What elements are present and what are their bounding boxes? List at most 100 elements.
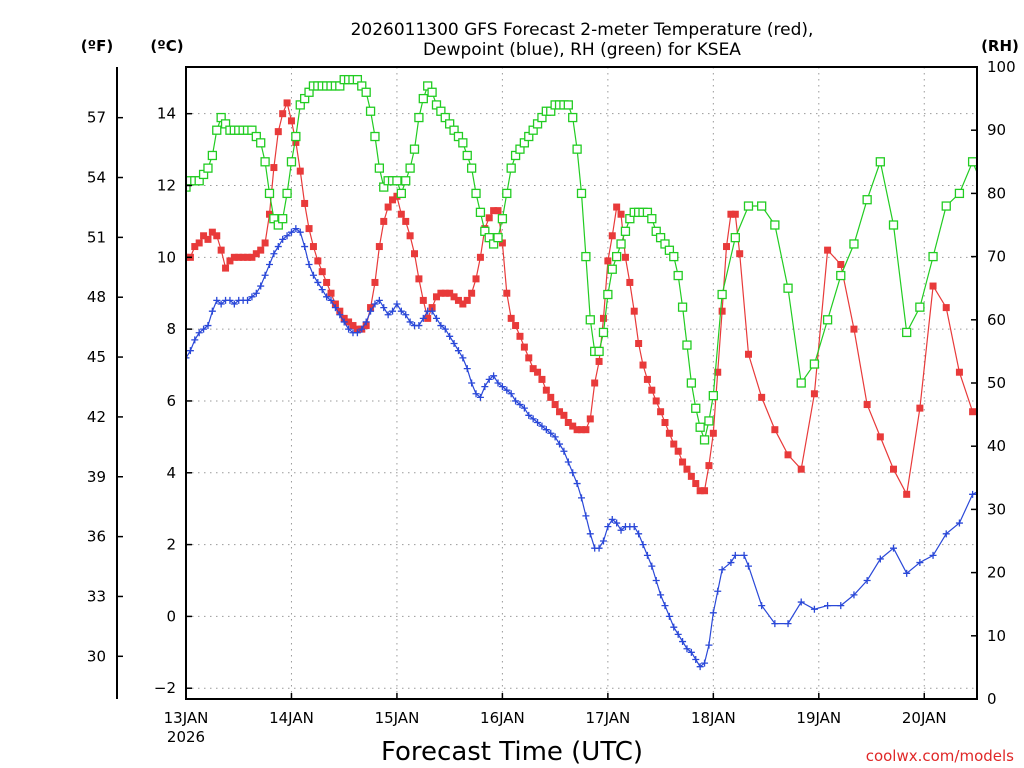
dewpoint-point <box>683 645 691 653</box>
rh-point <box>212 125 222 135</box>
dewpoint-point <box>450 340 458 347</box>
rh-point <box>849 239 859 249</box>
dewpoint-point <box>358 325 366 333</box>
dewpoint-point <box>714 587 722 595</box>
dewpoint-point <box>279 235 287 243</box>
dewpoint-point <box>345 325 353 333</box>
2-meter-temperature-point <box>512 322 520 330</box>
dewpoint-point <box>810 605 818 613</box>
rh-point <box>493 232 503 243</box>
2-meter-temperature-point <box>454 296 462 304</box>
rh-point <box>603 289 613 300</box>
2-meter-temperature-point <box>679 458 687 466</box>
2-meter-temperature-point <box>578 426 585 434</box>
2-meter-temperature-point <box>432 293 440 301</box>
2-meter-temperature-point <box>863 401 871 409</box>
dewpoint-point <box>244 296 252 304</box>
rh-point <box>699 435 710 445</box>
rh-point <box>186 182 191 192</box>
2-meter-temperature-point <box>222 264 230 272</box>
dewpoint-point <box>740 551 748 559</box>
dewpoint-point <box>296 228 304 236</box>
x-tick-sublabel: 2026 <box>167 728 205 746</box>
celsius-tick-label: 14 <box>157 105 176 123</box>
x-tick-label: 20JAN <box>902 709 947 727</box>
rh-point <box>374 163 385 173</box>
2-meter-temperature-point <box>498 239 506 247</box>
dewpoint-point <box>538 422 546 430</box>
2-meter-temperature-point <box>876 433 884 441</box>
dewpoint-point <box>529 415 537 423</box>
2-meter-temperature-point <box>582 426 590 434</box>
2-meter-temperature-point <box>507 314 515 322</box>
rh-point <box>264 188 275 199</box>
2-meter-temperature-point <box>323 278 331 286</box>
rh-point <box>598 327 609 338</box>
2-meter-temperature-point <box>657 408 665 416</box>
dewpoint-point <box>485 375 493 383</box>
rh-point <box>572 144 582 154</box>
dewpoint-point <box>863 577 871 584</box>
rh-point <box>695 422 705 432</box>
rh-point <box>809 359 820 369</box>
dewpoint-point <box>353 329 361 337</box>
dewpoint-point <box>213 296 221 304</box>
gridlines <box>186 67 977 699</box>
2-meter-temperature-point <box>217 246 225 254</box>
dewpoint-point <box>494 379 502 387</box>
dewpoint-point <box>850 591 858 599</box>
dewpoint-point <box>582 512 590 520</box>
2-meter-temperature-point <box>389 196 397 204</box>
rh-point <box>563 100 573 110</box>
fahrenheit-tick-label: 36 <box>87 528 106 546</box>
2-meter-temperature-point <box>296 167 304 175</box>
dewpoint-point <box>498 383 506 391</box>
rh-tick-label: 0 <box>987 690 997 708</box>
2-meter-temperature-point <box>468 289 476 297</box>
2-meter-temperature-point <box>213 232 221 240</box>
dewpoint-point <box>586 530 594 538</box>
2-meter-temperature-point <box>969 408 977 416</box>
dewpoint-point <box>200 325 208 333</box>
dewpoint-point <box>942 530 950 538</box>
2-meter-temperature-point <box>648 386 656 394</box>
2-meter-temperature-point <box>608 232 616 240</box>
rh-point <box>497 214 508 224</box>
2-meter-temperature-point <box>723 243 731 251</box>
rh-point <box>770 220 780 230</box>
celsius-axis-unit: (ºC) <box>150 37 183 55</box>
2-meter-temperature-point <box>441 289 449 297</box>
2-meter-temperature-point <box>437 289 445 297</box>
2-meter-temperature-point <box>279 110 287 118</box>
2-meter-temperature-point <box>476 253 484 261</box>
2-meter-temperature-point <box>305 225 313 233</box>
dewpoint-point <box>323 293 331 301</box>
rh-point <box>757 201 767 211</box>
rh-point <box>686 378 697 388</box>
rh-tick-label: 70 <box>987 248 1006 266</box>
rh-axis-unit: (RH) <box>981 37 1019 55</box>
celsius-tick-label: 4 <box>166 464 176 482</box>
rh-point <box>585 315 595 325</box>
dewpoint-point <box>186 347 194 355</box>
rh-point <box>581 251 591 262</box>
dewpoint-point <box>701 659 709 667</box>
credit-text: coolwx.com/models <box>866 747 1014 765</box>
dewpoint-point <box>336 311 344 319</box>
rh-point <box>647 214 657 224</box>
dewpoint-line <box>186 227 977 668</box>
dewpoint-point <box>969 490 977 498</box>
dewpoint-point <box>955 519 963 527</box>
2-meter-temperature-point <box>375 243 383 251</box>
dewpoint-point <box>406 318 414 326</box>
celsius-tick-label: −2 <box>154 679 176 697</box>
celsius-tick-label: 8 <box>166 320 176 338</box>
2-meter-temperature-point <box>955 368 963 376</box>
rh-point <box>260 157 270 167</box>
2-meter-temperature-point <box>226 257 234 265</box>
dewpoint-point <box>617 526 625 534</box>
2-meter-temperature-point <box>314 257 322 265</box>
2-meter-temperature-point <box>450 293 458 301</box>
rh-point <box>506 163 516 173</box>
